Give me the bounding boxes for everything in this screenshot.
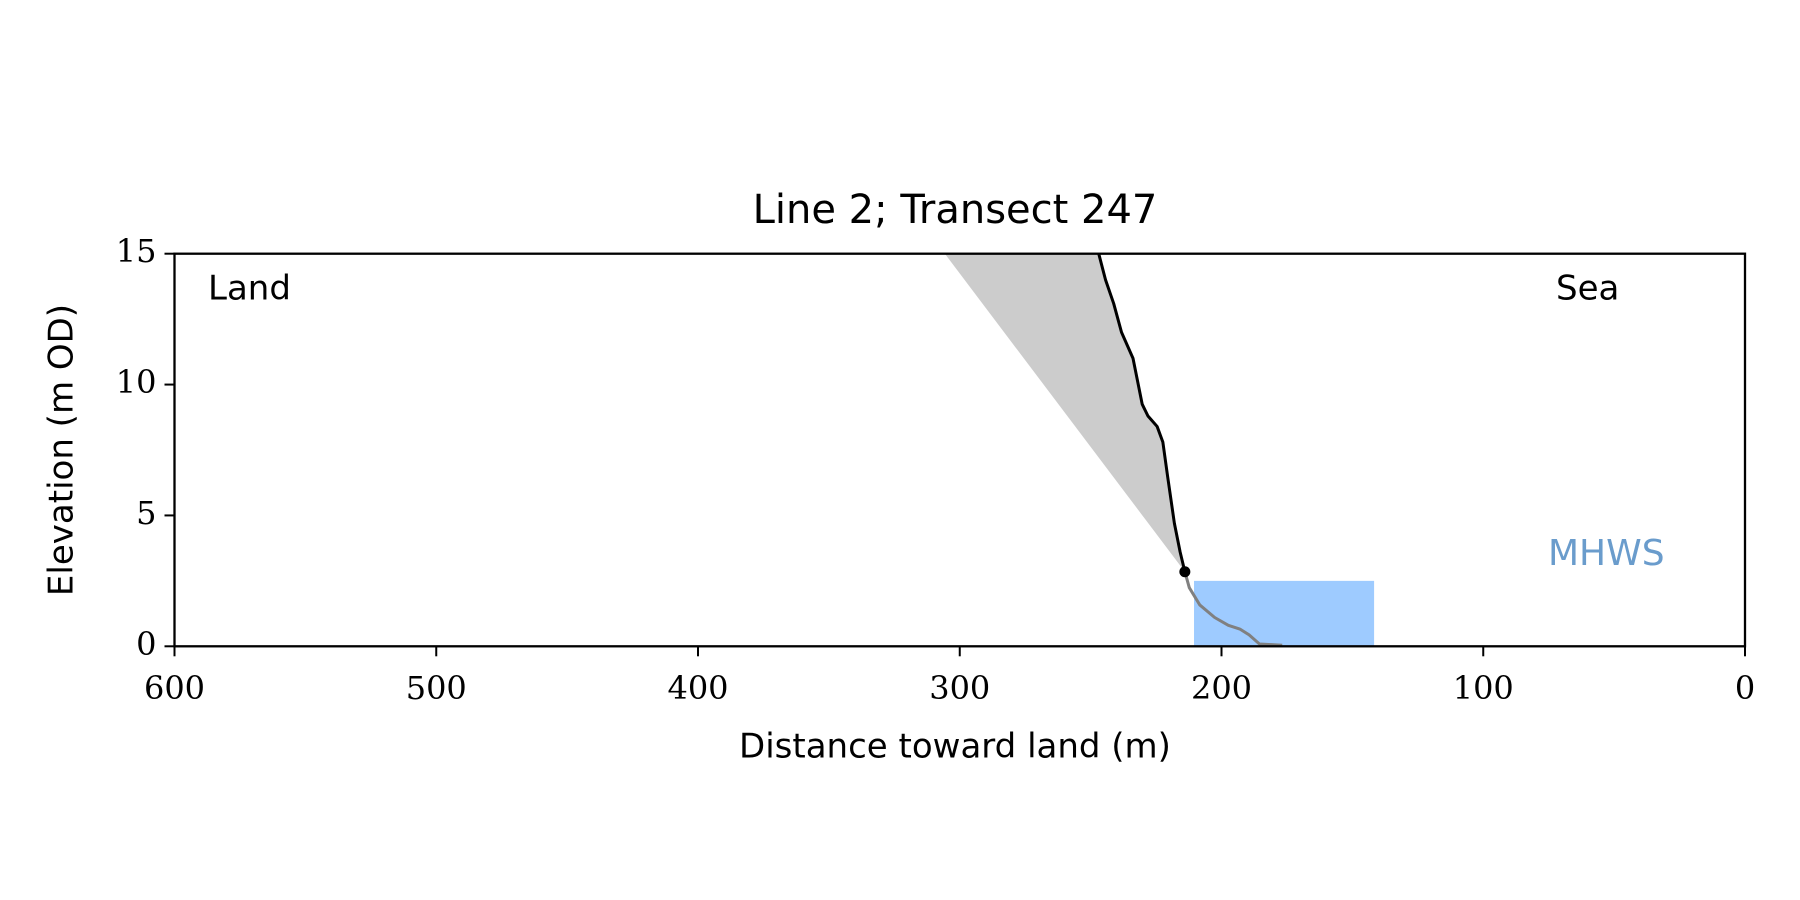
mhws-label: MHWS bbox=[1548, 533, 1665, 574]
x-tick-label: 200 bbox=[1191, 669, 1252, 707]
cliff-toe-point bbox=[1179, 566, 1191, 578]
y-tick-label: 10 bbox=[116, 363, 157, 401]
x-axis-label: Distance toward land (m) bbox=[739, 727, 1171, 767]
cliff-line bbox=[1097, 253, 1187, 573]
axes-frame bbox=[173, 252, 1747, 648]
y-axis-label: Elevation (m OD) bbox=[42, 304, 82, 596]
x-tick-label: 400 bbox=[667, 669, 728, 707]
mhws-area bbox=[1194, 580, 1375, 647]
beach-line bbox=[1183, 571, 1283, 647]
y-tick-label: 5 bbox=[136, 494, 156, 532]
land-label: Land bbox=[208, 269, 291, 309]
x-tick-label: 100 bbox=[1453, 669, 1514, 707]
x-tick-label: 500 bbox=[406, 669, 467, 707]
y-tick-label: 15 bbox=[116, 232, 157, 270]
x-tick-label: 0 bbox=[1735, 669, 1755, 707]
chart-title: Line 2; Transect 247 bbox=[753, 187, 1158, 233]
y-tick-label: 0 bbox=[136, 625, 156, 663]
x-tick-label: 300 bbox=[929, 669, 990, 707]
shaded-region bbox=[944, 253, 1185, 572]
x-tick-label: 600 bbox=[144, 669, 205, 707]
sea-label: Sea bbox=[1556, 269, 1619, 309]
